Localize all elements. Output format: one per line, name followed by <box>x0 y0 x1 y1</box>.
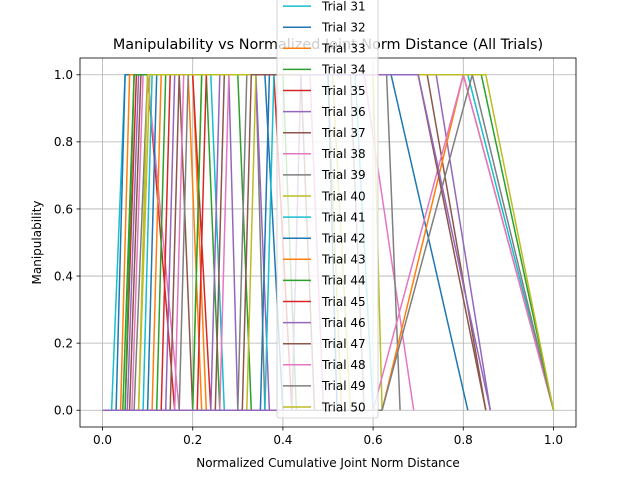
x-tick-label: 0.6 <box>364 433 383 447</box>
x-axis-label: Normalized Cumulative Joint Norm Distanc… <box>196 456 460 470</box>
legend: Trial 31 Trial 32 Trial 33 Trial 34 Trial 35… <box>276 0 379 419</box>
legend-label: Trial 40 <box>321 189 366 203</box>
x-tick-label: 0.0 <box>93 433 112 447</box>
y-tick-label: 0.2 <box>54 336 73 350</box>
legend-label: Trial 47 <box>321 337 366 351</box>
legend-label: Trial 45 <box>321 295 366 309</box>
x-tick-label: 1.0 <box>544 433 563 447</box>
legend-box <box>276 0 379 419</box>
legend-label: Trial 32 <box>321 21 366 35</box>
legend-label: Trial 46 <box>321 316 366 330</box>
legend-label: Trial 41 <box>321 210 366 224</box>
x-tick-label: 0.4 <box>273 433 292 447</box>
legend-label: Trial 44 <box>321 274 366 288</box>
x-tick-label: 0.8 <box>454 433 473 447</box>
legend-label: Trial 48 <box>321 358 366 372</box>
y-tick-label: 0.8 <box>54 135 73 149</box>
legend-label: Trial 42 <box>321 232 366 246</box>
legend-label: Trial 35 <box>321 84 366 98</box>
legend-label: Trial 33 <box>321 42 366 56</box>
y-tick-label: 0.6 <box>54 202 73 216</box>
x-tick-label: 0.2 <box>183 433 202 447</box>
legend-label: Trial 36 <box>321 105 366 119</box>
legend-label: Trial 39 <box>321 168 366 182</box>
legend-label: Trial 50 <box>321 400 366 414</box>
legend-label: Trial 34 <box>321 63 366 77</box>
y-ticks: 0.0 0.2 0.4 0.6 0.8 1.0 <box>54 68 80 418</box>
x-ticks: 0.0 0.2 0.4 0.6 0.8 1.0 <box>93 427 563 447</box>
y-tick-label: 0.4 <box>54 269 73 283</box>
legend-label: Trial 49 <box>321 379 366 393</box>
legend-label: Trial 43 <box>321 253 366 267</box>
legend-label: Trial 38 <box>321 147 366 161</box>
y-tick-label: 1.0 <box>54 68 73 82</box>
y-axis-label: Manipulability <box>30 201 44 285</box>
legend-label: Trial 37 <box>321 126 366 140</box>
legend-label: Trial 31 <box>321 0 366 13</box>
y-tick-label: 0.0 <box>54 404 73 418</box>
